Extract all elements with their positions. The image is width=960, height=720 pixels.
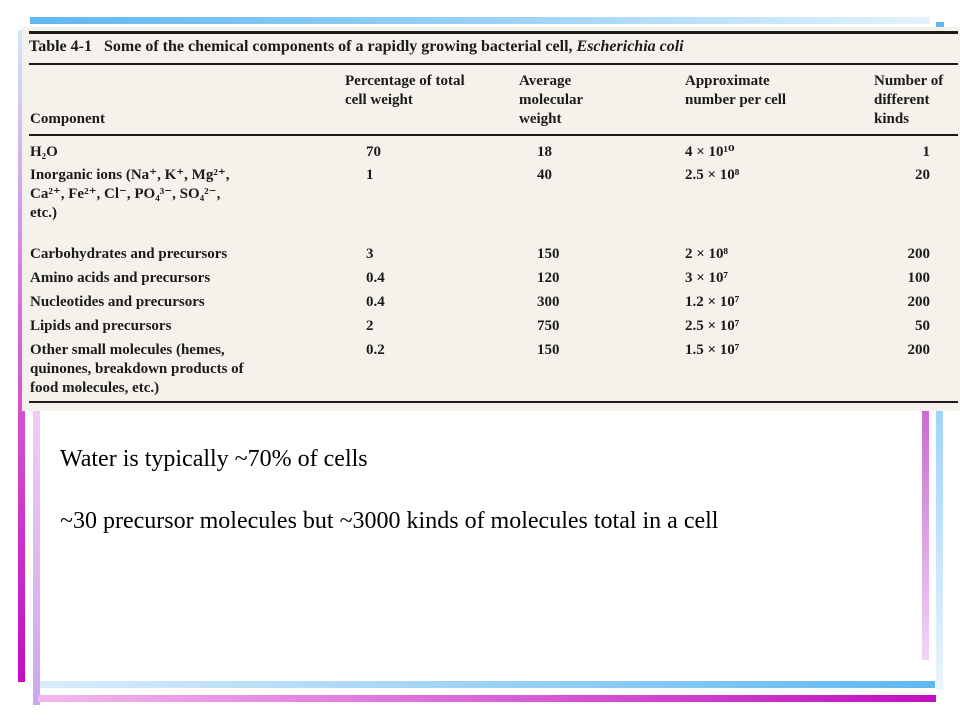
cell-mw: 150 <box>537 246 560 262</box>
cell-number: 2 × 10⁸ <box>685 246 729 262</box>
cell-kinds: 50 <box>915 318 930 334</box>
table-scan: Table 4-1 Some of the chemical components… <box>22 27 960 411</box>
header-percentage: Percentage of total cell weight <box>345 73 465 108</box>
table-caption-rule <box>29 63 958 65</box>
cell-kinds: 100 <box>907 270 931 286</box>
cell-kinds: 200 <box>907 342 931 358</box>
cell-number: 1.5 × 10⁷ <box>685 342 740 358</box>
top-accent-bar <box>30 17 930 24</box>
cell-mw: 300 <box>537 294 560 310</box>
cell-mw: 40 <box>537 167 552 183</box>
cell-number: 2.5 × 10⁸ <box>685 167 740 183</box>
cell-component: Nucleotides and precursors <box>30 294 205 310</box>
cell-component: Amino acids and precursors <box>30 270 211 286</box>
cell-mw: 18 <box>537 144 552 160</box>
cell-percent: 3 <box>366 246 374 262</box>
cell-number: 2.5 × 10⁷ <box>685 318 740 334</box>
table-header-rule <box>29 134 958 136</box>
bullet-water-percentage: Water is typically ~70% of cells <box>60 446 368 472</box>
cell-number: 3 × 10⁷ <box>685 270 729 286</box>
cell-number: 1.2 × 10⁷ <box>685 294 740 310</box>
cell-component: Inorganic ions (Na⁺, K⁺, Mg²⁺, Ca²⁺, Fe²… <box>30 167 230 221</box>
table-caption-text: Some of the chemical components of a rap… <box>103 38 573 55</box>
bottom-accent-bar-magenta <box>38 695 936 702</box>
table-label: Table 4-1 <box>29 38 92 55</box>
table-caption: Table 4-1 Some of the chemical components… <box>29 37 684 56</box>
cell-percent: 70 <box>366 144 381 160</box>
left-accent-bar <box>18 30 25 682</box>
cell-component: Other small molecules (hemes, quinones, … <box>30 342 244 396</box>
cell-component: H₂O <box>30 144 58 160</box>
right-accent-bar <box>936 405 943 690</box>
cell-percent: 0.4 <box>366 270 385 286</box>
bottom-accent-bar-blue <box>40 681 935 688</box>
table-caption-species: Escherichia coli <box>576 38 684 55</box>
cell-kinds: 200 <box>907 294 931 310</box>
cell-percent: 2 <box>366 318 374 334</box>
cell-component: Lipids and precursors <box>30 318 172 334</box>
header-approx-number: Approximate number per cell <box>685 73 787 108</box>
left-inner-accent-bar <box>33 405 40 705</box>
cell-kinds: 20 <box>915 167 930 183</box>
header-number-kinds: Number of different kinds <box>874 73 944 127</box>
cell-mw: 120 <box>537 270 560 286</box>
cell-component: Carbohydrates and precursors <box>30 246 228 262</box>
header-average-mw: Average molecular weight <box>519 73 583 127</box>
cell-kinds: 200 <box>907 246 931 262</box>
cell-number: 4 × 10¹⁰ <box>685 144 735 160</box>
cell-percent: 0.2 <box>366 342 385 358</box>
bullet-precursor-molecules: ~30 precursor molecules but ~3000 kinds … <box>60 508 719 534</box>
table-top-rule <box>29 31 958 34</box>
cell-percent: 0.4 <box>366 294 385 310</box>
right-inner-accent-bar <box>922 405 929 660</box>
cell-kinds: 1 <box>922 144 931 160</box>
cell-percent: 1 <box>366 167 374 183</box>
cell-mw: 150 <box>537 342 560 358</box>
table-bottom-rule <box>29 401 958 403</box>
cell-mw: 750 <box>537 318 560 334</box>
header-component: Component <box>30 111 106 127</box>
